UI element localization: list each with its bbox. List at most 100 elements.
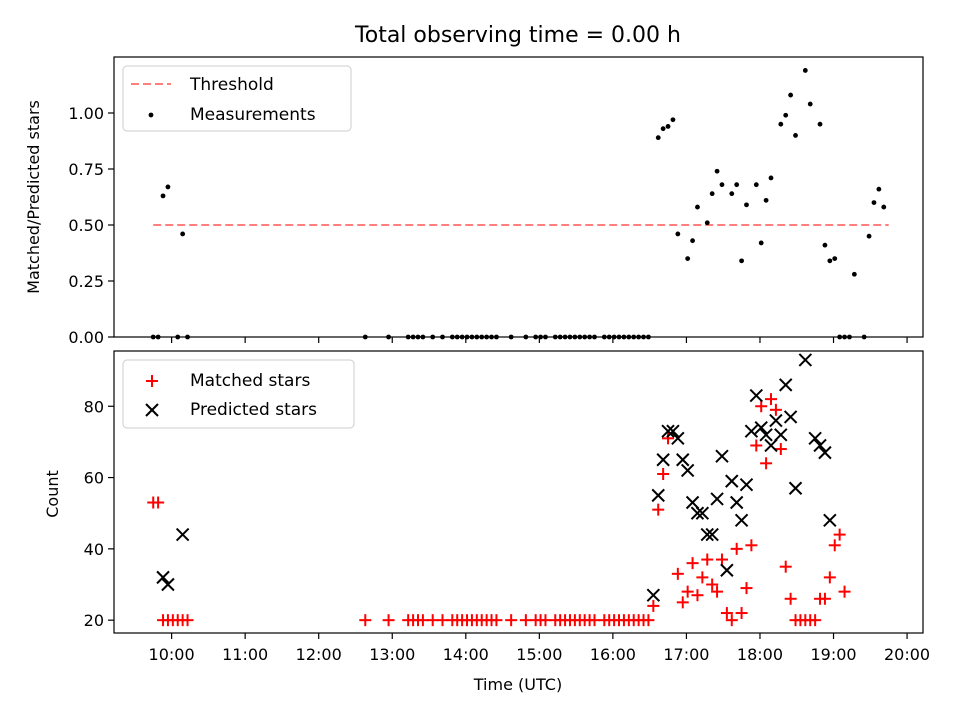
predicted-star-point: [720, 563, 734, 577]
x-tick-label: 10:00: [149, 645, 195, 664]
x-axis-label: Time (UTC): [473, 675, 562, 694]
matched-star-point: [686, 557, 699, 570]
matched-star-point: [715, 553, 728, 566]
predicted-legend-marker: [145, 403, 159, 417]
predicted-star-point: [739, 477, 754, 492]
bottom-y-tick-label: 40: [84, 540, 104, 559]
measurement-point: [714, 168, 720, 174]
matched-star-point: [823, 571, 836, 584]
measurement-point: [758, 240, 764, 246]
matched-star-point: [490, 614, 503, 627]
matched-star-point: [725, 614, 738, 627]
x-tick-label: 16:00: [590, 645, 636, 664]
matched-star-point: [359, 614, 372, 627]
matched-star-point: [784, 592, 797, 605]
matched-star-point: [647, 599, 660, 612]
measurement-point: [675, 231, 681, 237]
x-tick-label: 20:00: [884, 645, 930, 664]
top-y-tick-label: 0.75: [68, 160, 104, 179]
bottom-panel: Count Time (UTC) 20 40 60 80 10:00 11:00 12:0…: [43, 350, 930, 694]
matched-legend-marker: [146, 375, 158, 387]
matched-star-point: [382, 614, 395, 627]
measurements-legend-label: Measurements: [190, 105, 316, 125]
x-tick-label: 19:00: [810, 645, 856, 664]
predicted-star-point: [651, 488, 665, 503]
matched-star-point: [505, 614, 518, 627]
predicted-star-point: [685, 495, 700, 510]
matched-star-point: [769, 403, 782, 416]
matched-star-point: [774, 443, 787, 456]
matched-star-point: [730, 542, 743, 555]
predicted-star-point: [798, 353, 813, 367]
bottom-y-ticks: 20 40 60 80: [84, 397, 114, 630]
measurement-point: [734, 182, 740, 188]
matched-star-point: [681, 585, 694, 598]
predicted-star-point: [156, 570, 170, 585]
measurement-point: [768, 175, 774, 181]
predicted-star-point: [671, 431, 685, 446]
predicted-star-point: [676, 453, 690, 467]
measurements-legend-marker: [148, 112, 154, 118]
measurement-point: [763, 197, 769, 203]
chart-title: Total observing time = 0.00 h: [354, 23, 681, 48]
predicted-star-point: [661, 424, 675, 438]
matched-star-point: [706, 578, 719, 591]
top-y-ticks: 0.00 0.25 0.50 0.75 1.00: [68, 104, 114, 347]
matched-star-point: [701, 553, 714, 566]
predicted-star-point: [823, 513, 837, 528]
predicted-star-point: [700, 527, 714, 542]
matched-star-point: [671, 567, 684, 580]
matched-star-point: [152, 496, 165, 509]
threshold-legend-label: Threshold: [189, 75, 274, 95]
predicted-star-point: [759, 428, 773, 442]
measurement-point: [832, 256, 838, 261]
predicted-star-point: [690, 506, 705, 520]
predicted-star-point: [783, 410, 798, 424]
measurement-point: [793, 133, 798, 138]
predicted-star-point: [666, 424, 680, 438]
measurement-point: [670, 117, 676, 123]
measurement-point: [827, 258, 833, 264]
predicted-star-points: [156, 353, 837, 602]
predicted-star-point: [764, 438, 778, 453]
measurement-point: [180, 231, 186, 237]
predicted-star-point: [734, 513, 749, 528]
measurement-point: [739, 258, 744, 264]
top-axes-frame: [113, 56, 924, 338]
measurement-point: [729, 191, 735, 197]
predicted-star-point: [695, 506, 710, 520]
top-legend: Threshold Measurements: [122, 65, 352, 132]
matched-star-point: [662, 432, 675, 445]
bottom-y-tick-label: 60: [84, 469, 104, 488]
matched-star-point: [755, 400, 768, 413]
predicted-star-point: [710, 492, 724, 506]
measurement-point: [778, 121, 784, 127]
measurement-point: [822, 242, 828, 248]
bottom-axes-frame: [113, 350, 924, 634]
matched-star-point: [642, 614, 655, 627]
top-y-tick-label: 1.00: [68, 104, 104, 123]
matched-star-point: [696, 571, 709, 584]
predicted-star-point: [175, 527, 190, 542]
top-y-tick-label: 0.50: [68, 216, 104, 235]
top-legend-box: [122, 65, 352, 132]
top-y-tick-label: 0.25: [68, 272, 104, 291]
measurement-point: [655, 135, 661, 141]
matched-star-point: [735, 607, 748, 620]
matched-star-point: [818, 592, 831, 605]
matched-star-point: [691, 589, 704, 602]
measurement-point: [704, 220, 710, 226]
matched-star-point: [652, 503, 665, 516]
matched-star-point: [711, 585, 724, 598]
x-tick-label: 13:00: [369, 645, 415, 664]
measurement-point: [665, 124, 671, 129]
bottom-y-tick-label: 20: [84, 611, 104, 630]
measurement-point: [165, 184, 171, 190]
predicted-star-point: [779, 378, 793, 392]
matched-star-point: [760, 457, 773, 470]
matched-star-point: [740, 582, 753, 595]
predicted-legend-label: Predicted stars: [190, 400, 317, 420]
predicted-star-point: [749, 388, 764, 403]
top-y-axis-label: Matched/Predicted stars: [24, 100, 43, 294]
measurement-points: [150, 68, 887, 340]
